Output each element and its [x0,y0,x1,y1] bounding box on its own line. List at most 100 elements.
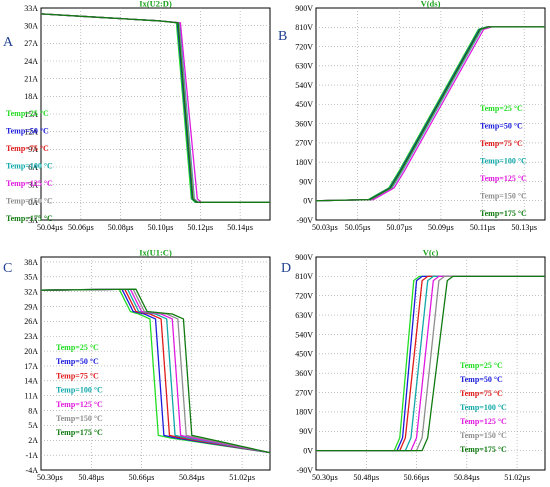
series-line-6 [316,275,545,452]
chart-panel-D: -90V 0V 90V 180V 270V 360V 450V 540V 630V 720V 810… [281,248,546,482]
y-tick-label: -90V [297,466,314,475]
y-tick-label: 20A [24,347,38,356]
legend-entry: Temp=175 °C [460,445,507,454]
x-tick-label: 50.08µs [108,223,134,232]
y-tick-label: 14A [24,377,38,386]
y-tick-label: 12A [24,127,38,136]
legend-entry: Temp=175 °C [56,428,103,437]
legend-entry: Temp=25 °C [460,361,503,370]
y-tick-label: -1A [26,451,39,460]
series-line-2 [41,288,270,454]
series-line-0 [41,288,270,454]
y-tick-label: 180V [295,408,313,417]
legend-entry: Temp=150 °C [6,197,53,206]
y-tick-label: 17A [24,362,38,371]
y-tick-label: 26A [24,317,38,326]
series-line-4 [41,288,270,454]
x-tick-label: 50.48µs [78,473,104,482]
x-tick-label: 50.04µs [37,223,63,232]
y-tick-label: 3A [28,180,38,189]
y-tick-label: 33A [24,4,38,13]
series-group [316,26,545,202]
x-tick-label: 50.05µs [345,223,371,232]
legend-entry: Temp=75 °C [56,371,99,380]
legend-entry: Temp=175 °C [480,209,527,218]
chart-panel-B: -90V 0V 90V 180V 270V 360V 450V 540V 630V 720V 810… [278,0,546,232]
y-tick-label: 0A [28,198,38,207]
y-tick-label: 360V [295,369,313,378]
y-tick-label: 23A [24,332,38,341]
legend-entry: Temp=150 °C [56,414,103,423]
legend-entry: Temp=75 °C [480,139,523,148]
y-tick-label: 9A [28,145,38,154]
y-tick-label: 15A [24,110,38,119]
y-tick-label: 180V [295,158,313,167]
y-tick-label: 720V [295,292,313,301]
chart-title: Ix(U1:C) [139,248,172,258]
y-tick-label: 0V [303,197,313,206]
y-tick-label: 900V [295,253,313,262]
y-tick-label: 11A [25,391,39,400]
x-tick-label: 50.84µs [454,473,480,482]
chart-title: V(ds) [421,0,441,9]
legend-entry: Temp=75 °C [460,389,503,398]
legend-entry: Temp=100 °C [6,162,53,171]
y-tick-label: 32A [24,287,38,296]
y-tick-label: 27A [24,39,38,48]
legend: Temp=25 °C Temp=50 °C Temp=75 °C Temp=100 °… [480,104,527,218]
legend-entry: Temp=75 °C [6,144,49,153]
x-tick-label: 51.02µs [504,473,530,482]
y-tick-label: 35A [24,273,38,282]
legend-entry: Temp=25 °C [56,343,99,352]
x-tick-label: 50.09µs [428,223,454,232]
legend-entry: Temp=25 °C [480,104,523,113]
legend-entry: Temp=50 °C [6,127,49,136]
series-line-5 [41,288,270,454]
y-tick-label: 720V [295,42,313,51]
y-tick-label: -3A [26,216,39,225]
y-tick-label: 90V [299,427,313,436]
panel-label: B [278,29,287,44]
y-tick-label: 540V [295,330,313,339]
x-tick-label: 50.03µs [312,223,338,232]
legend-entry: Temp=125 °C [480,174,527,183]
y-tick-label: 21A [24,74,38,83]
y-tick-label: 5A [28,421,38,430]
legend-entry: Temp=50 °C [460,375,503,384]
y-tick-label: 900V [295,4,313,13]
x-tick-label: 50.10µs [148,223,174,232]
chart-panel-C: -4A -1A 2A 5A 8A 11A 14A 17A 20A 23A 26A 29A 32A 35A 3… [3,248,271,482]
y-tick-label: 38A [24,258,38,267]
y-tick-label: -4A [26,466,39,475]
legend: Temp=25 °C Temp=50 °C Temp=75 °C Temp=100 °… [56,343,103,437]
y-tick-label: 630V [295,62,313,71]
x-tick-label: 50.66µs [404,473,430,482]
y-tick-label: 540V [295,81,313,90]
y-tick-label: 30A [24,21,38,30]
legend-entry: Temp=125 °C [6,179,53,188]
legend: Temp=25 °C Temp=50 °C Temp=75 °C Temp=100 °… [6,109,53,223]
y-tick-label: 18A [24,92,38,101]
series-group [316,275,545,452]
legend-entry: Temp=100 °C [460,403,507,412]
y-tick-label: 6A [28,163,38,172]
chart-title: V(c) [423,248,439,258]
y-tick-label: 360V [295,119,313,128]
y-tick-label: 0V [303,446,313,455]
y-tick-label: 24A [24,57,38,66]
y-tick-label: 810V [295,23,313,32]
legend-entry: Temp=25 °C [6,109,49,118]
legend-entry: Temp=175 °C [6,214,53,223]
x-tick-label: 50.48µs [353,473,379,482]
y-tick-label: -90V [297,216,314,225]
y-tick-label: 810V [295,272,313,281]
x-tick-label: 50.11µs [470,223,495,232]
x-tick-label: 50.30µs [37,473,63,482]
x-tick-label: 50.13µs [511,223,537,232]
legend-entry: Temp=100 °C [480,157,527,166]
legend-entry: Temp=125 °C [460,417,507,426]
series-line-3 [41,288,270,454]
y-tick-label: 270V [295,388,313,397]
series-group [41,13,270,203]
